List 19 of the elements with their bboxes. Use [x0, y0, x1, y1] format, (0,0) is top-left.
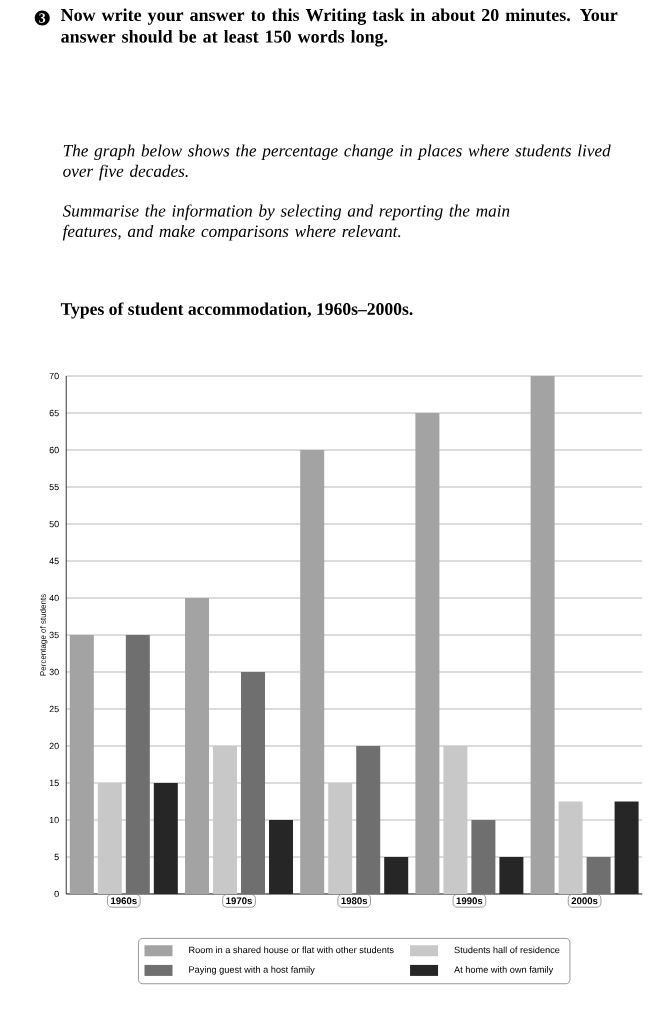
chart-title: Types of student accommodation, 1960s–2000s.	[60, 302, 413, 319]
bar	[268, 819, 293, 894]
bar	[558, 801, 583, 894]
bar	[97, 782, 122, 894]
bar	[212, 745, 237, 894]
bar	[240, 671, 265, 894]
text: Now write your answer to this Writing task in about 20 minutes. Your answer should be at least 150 words long.	[60, 8, 618, 47]
bar	[471, 819, 496, 894]
text: Summarise the information by selecting and reporting the main features, and make comparisons where relevant.	[62, 204, 510, 241]
bar	[328, 782, 353, 894]
bar	[384, 856, 409, 894]
bar	[356, 745, 381, 894]
bar	[443, 745, 468, 894]
text: The graph below shows the percentage change in places where students lived over five decades.	[63, 144, 611, 181]
bar	[125, 635, 150, 894]
bar	[586, 856, 611, 894]
bar	[614, 801, 639, 894]
bar	[153, 782, 178, 894]
bar	[499, 856, 524, 894]
